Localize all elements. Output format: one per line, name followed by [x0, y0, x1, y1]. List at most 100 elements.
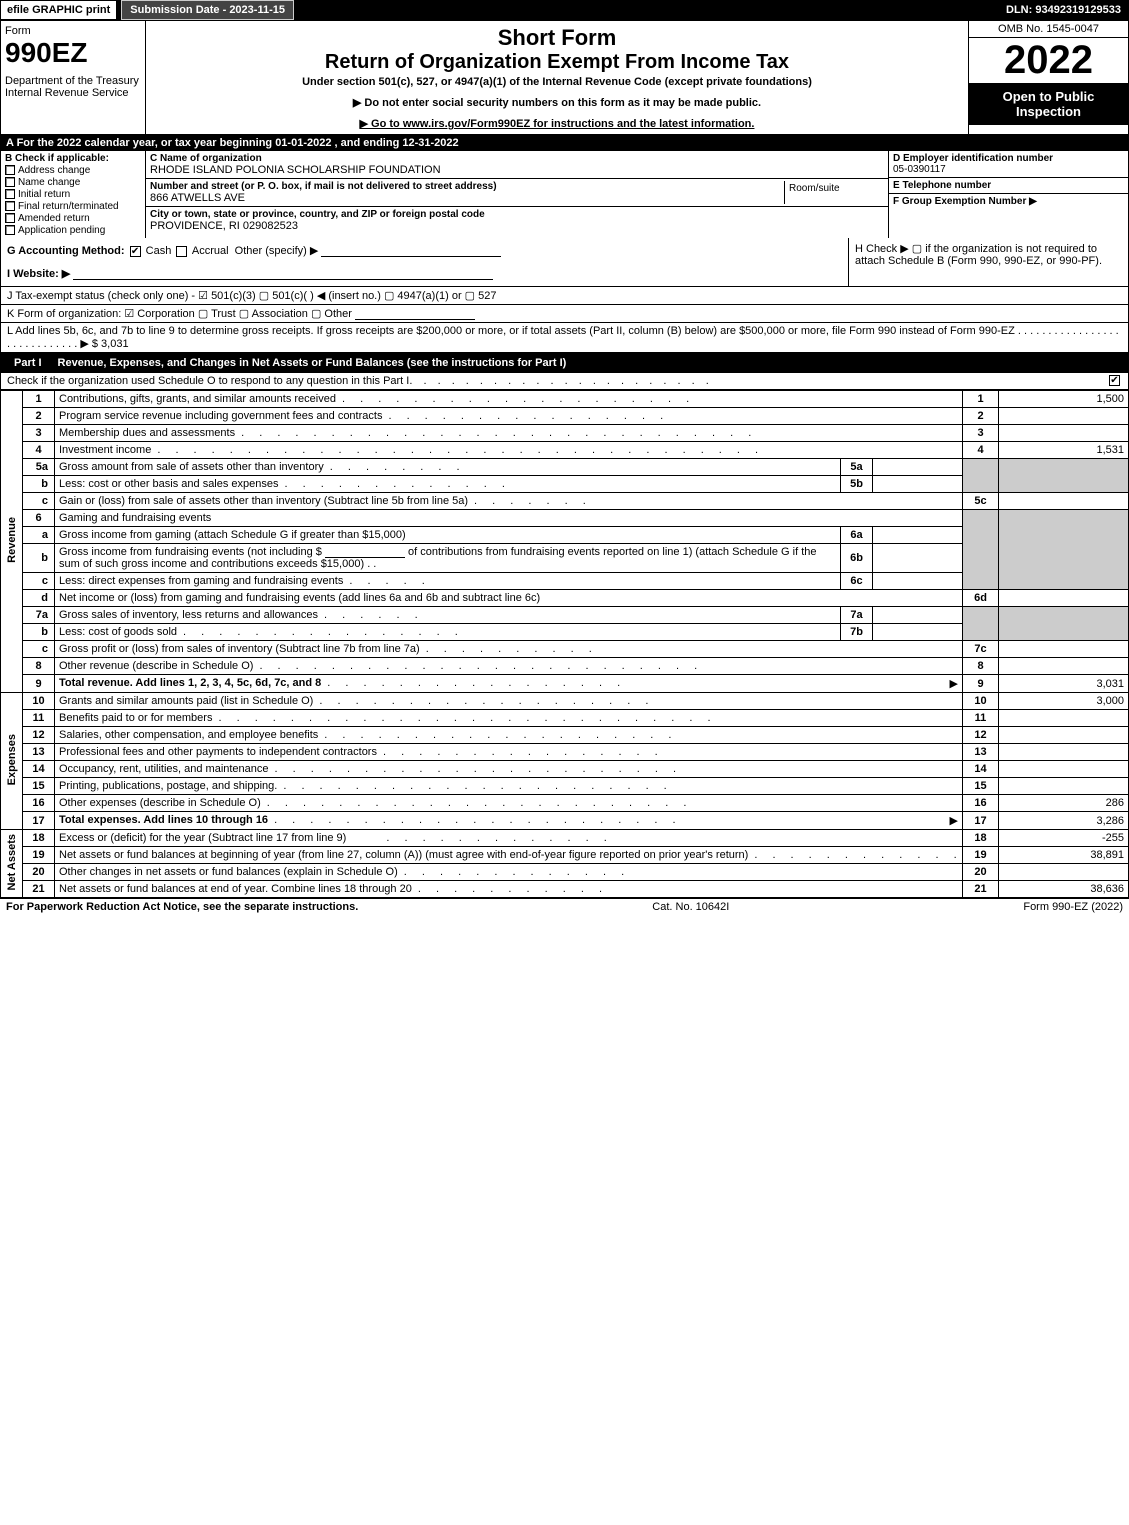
l5b-desc: Less: cost or other basis and sales expe…	[55, 476, 841, 493]
chk-final-return[interactable]: Final return/terminated	[5, 201, 141, 212]
l19-num: 19	[23, 847, 55, 864]
l2-rnum: 2	[963, 408, 999, 425]
l18-num: 18	[23, 830, 55, 847]
l6abc-shade	[963, 510, 999, 590]
org-name-value: RHODE ISLAND POLONIA SCHOLARSHIP FOUNDAT…	[150, 164, 884, 176]
chk-address-change[interactable]: Address change	[5, 165, 141, 176]
l5c-rval	[999, 493, 1129, 510]
chk-accrual[interactable]	[176, 246, 187, 257]
l19-desc: Net assets or fund balances at beginning…	[55, 847, 963, 864]
l6d-desc: Net income or (loss) from gaming and fun…	[55, 590, 963, 607]
l18-rnum: 18	[963, 830, 999, 847]
l17-rnum: 17	[963, 812, 999, 830]
l6-desc: Gaming and fundraising events	[55, 510, 963, 527]
note-link-text[interactable]: ▶ Go to www.irs.gov/Form990EZ for instru…	[360, 118, 755, 130]
line-7c: c Gross profit or (loss) from sales of i…	[1, 641, 1129, 658]
rot-expenses: Expenses	[1, 693, 23, 830]
l8-rval	[999, 658, 1129, 675]
l1-rval: 1,500	[999, 391, 1129, 408]
city-label: City or town, state or province, country…	[150, 209, 884, 220]
chk-cash[interactable]	[130, 246, 141, 257]
l21-rval: 38,636	[999, 881, 1129, 898]
footer-center: Cat. No. 10642I	[358, 901, 1023, 913]
l16-desc: Other expenses (describe in Schedule O).…	[55, 795, 963, 812]
short-form-title: Short Form	[150, 25, 964, 51]
line-7b: b Less: cost of goods sold. . . . . . . …	[1, 624, 1129, 641]
l5a-mini: 5a	[841, 459, 873, 476]
sections-bcd: B Check if applicable: Address change Na…	[0, 151, 1129, 238]
note-ssn: ▶ Do not enter social security numbers o…	[150, 96, 964, 109]
l5c-rnum: 5c	[963, 493, 999, 510]
open-to-public: Open to Public Inspection	[969, 83, 1128, 125]
chk-amended-return[interactable]: Amended return	[5, 213, 141, 224]
section-a: A For the 2022 calendar year, or tax yea…	[0, 135, 1129, 151]
line-1: Revenue 1 Contributions, gifts, grants, …	[1, 391, 1129, 408]
l7b-mini: 7b	[841, 624, 873, 641]
org-name-row: C Name of organization RHODE ISLAND POLO…	[146, 151, 888, 179]
l6b-blank[interactable]	[325, 546, 405, 558]
l3-rval	[999, 425, 1129, 442]
line-6d: d Net income or (loss) from gaming and f…	[1, 590, 1129, 607]
l6b-mini: 6b	[841, 544, 873, 573]
chk-application-pending[interactable]: Application pending	[5, 225, 141, 236]
line-18: Net Assets 18 Excess or (deficit) for th…	[1, 830, 1129, 847]
l7a-desc: Gross sales of inventory, less returns a…	[55, 607, 841, 624]
l6a-mini: 6a	[841, 527, 873, 544]
note-link: ▶ Go to www.irs.gov/Form990EZ for instru…	[150, 117, 964, 130]
section-l: L Add lines 5b, 6c, and 7b to line 9 to …	[0, 323, 1129, 353]
return-title: Return of Organization Exempt From Incom…	[150, 51, 964, 74]
section-b-label: B Check if applicable:	[5, 153, 141, 164]
submission-date: Submission Date - 2023-11-15	[121, 0, 294, 20]
chk-initial-return[interactable]: Initial return	[5, 189, 141, 200]
part1-table: Revenue 1 Contributions, gifts, grants, …	[0, 390, 1129, 898]
chk-schedule-o[interactable]	[1109, 375, 1120, 386]
form-number: 990EZ	[5, 37, 141, 69]
l5b-minival	[873, 476, 963, 493]
l5a-num: 5a	[23, 459, 55, 476]
accounting-label: G Accounting Method:	[7, 245, 125, 257]
l5b-num: b	[23, 476, 55, 493]
city-value: PROVIDENCE, RI 029082523	[150, 220, 884, 232]
part1-subrow-text: Check if the organization used Schedule …	[7, 375, 409, 387]
l14-rnum: 14	[963, 761, 999, 778]
l7b-num: b	[23, 624, 55, 641]
l7b-desc: Less: cost of goods sold. . . . . . . . …	[55, 624, 841, 641]
chk-name-change[interactable]: Name change	[5, 177, 141, 188]
footer: For Paperwork Reduction Act Notice, see …	[0, 898, 1129, 915]
l7ab-shade-val	[999, 607, 1129, 641]
website-blank[interactable]	[73, 268, 493, 280]
line-7a: 7a Gross sales of inventory, less return…	[1, 607, 1129, 624]
l6c-num: c	[23, 573, 55, 590]
l11-rnum: 11	[963, 710, 999, 727]
l15-rnum: 15	[963, 778, 999, 795]
address-label: Number and street (or P. O. box, if mail…	[150, 181, 784, 192]
accrual-label: Accrual	[192, 245, 229, 257]
address-value: 866 ATWELLS AVE	[150, 192, 784, 204]
l7c-rnum: 7c	[963, 641, 999, 658]
address-row: Number and street (or P. O. box, if mail…	[146, 179, 888, 207]
l13-desc: Professional fees and other payments to …	[55, 744, 963, 761]
other-blank[interactable]	[321, 245, 501, 257]
l6a-desc: Gross income from gaming (attach Schedul…	[55, 527, 841, 544]
group-exemption-row: F Group Exemption Number ▶	[889, 194, 1128, 209]
l12-rnum: 12	[963, 727, 999, 744]
line-13: 13 Professional fees and other payments …	[1, 744, 1129, 761]
l21-num: 21	[23, 881, 55, 898]
l6-num: 6	[23, 510, 55, 527]
tax-exempt-status: J Tax-exempt status (check only one) - ☑…	[7, 290, 496, 302]
group-exemption-label: F Group Exemption Number ▶	[893, 196, 1124, 207]
l16-rval: 286	[999, 795, 1129, 812]
l4-desc: Investment income. . . . . . . . . . . .…	[55, 442, 963, 459]
l20-num: 20	[23, 864, 55, 881]
l6d-rval	[999, 590, 1129, 607]
line-4: 4 Investment income. . . . . . . . . . .…	[1, 442, 1129, 459]
l5c-desc: Gain or (loss) from sale of assets other…	[55, 493, 963, 510]
other-org-blank[interactable]	[355, 308, 475, 320]
l5ab-shade	[963, 459, 999, 493]
l4-num: 4	[23, 442, 55, 459]
section-h: H Check ▶ ▢ if the organization is not r…	[848, 238, 1128, 286]
l7c-rval	[999, 641, 1129, 658]
header-left: Form 990EZ Department of the Treasury In…	[1, 21, 146, 134]
line-14: 14 Occupancy, rent, utilities, and maint…	[1, 761, 1129, 778]
l12-num: 12	[23, 727, 55, 744]
